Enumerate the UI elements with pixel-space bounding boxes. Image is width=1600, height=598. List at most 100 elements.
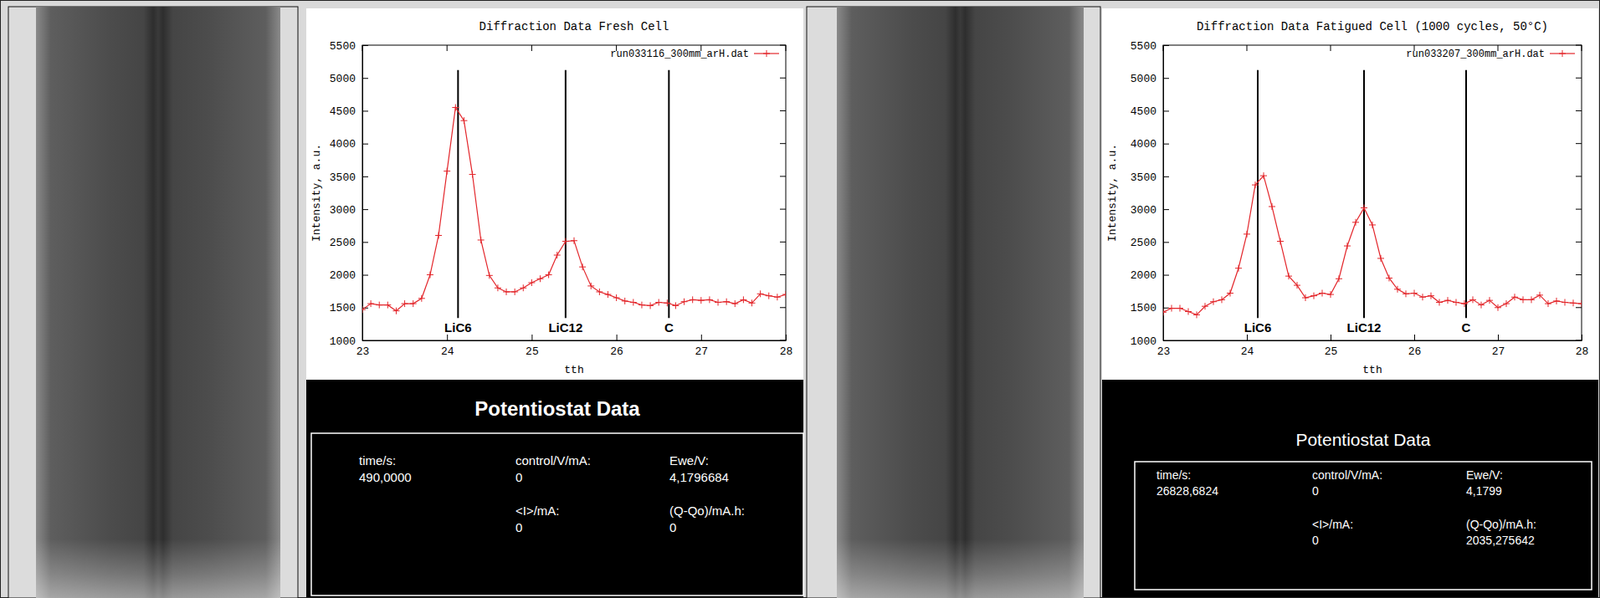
axis-title: tth — [564, 364, 584, 377]
tick-label: 2000 — [329, 269, 356, 283]
tick-mark — [779, 110, 786, 112]
data-point — [426, 271, 434, 279]
chart: Diffraction Data Fresh Cell2324252627281… — [310, 20, 793, 377]
tick: 27 — [1492, 334, 1506, 359]
annotation-label: C — [664, 320, 674, 335]
tick-label: 4000 — [1130, 138, 1157, 151]
tick-mark — [701, 334, 703, 341]
data-point — [604, 291, 611, 298]
tick: 26 — [610, 334, 624, 359]
data-point — [731, 300, 739, 308]
annotation-label: LiC12 — [1347, 320, 1382, 335]
data-point — [401, 300, 409, 308]
tick-mark — [779, 274, 786, 276]
potentiostat-panel — [306, 379, 804, 598]
data-line — [1163, 175, 1582, 315]
reference-line — [1465, 70, 1467, 319]
plot-area — [1163, 70, 1582, 319]
data-point — [1285, 272, 1293, 280]
data-point — [1360, 205, 1368, 212]
tick-mark — [1330, 334, 1332, 341]
field-label: time/s: — [1156, 468, 1191, 483]
tick-label: 5500 — [1130, 40, 1157, 53]
tick-label: 28 — [779, 345, 794, 359]
data-point — [1235, 265, 1242, 272]
data-point — [469, 171, 477, 179]
tick-mark — [362, 143, 369, 145]
data-point — [697, 297, 705, 304]
data-point — [1327, 291, 1334, 298]
data-point — [477, 236, 485, 244]
tick-mark — [1246, 334, 1248, 341]
tick-mark — [362, 275, 369, 277]
tick-label: 24 — [1241, 345, 1255, 359]
data-point — [1502, 300, 1510, 308]
field-label: time/s: — [358, 453, 396, 468]
tick: 25 — [1324, 334, 1339, 359]
background — [0, 0, 1600, 598]
data-point — [1369, 221, 1376, 229]
data-point — [1201, 302, 1209, 310]
data-point — [1218, 296, 1226, 303]
tick-mark — [779, 307, 786, 308]
data-point — [1402, 290, 1410, 298]
tick-mark — [779, 143, 786, 144]
data-point — [537, 275, 544, 283]
tick-label: 3000 — [1130, 204, 1157, 217]
field-value: 0 — [515, 470, 523, 485]
tick: 24 — [441, 334, 455, 359]
tick-mark — [362, 241, 369, 243]
data-point — [646, 302, 654, 309]
data-point — [418, 295, 426, 303]
data-point — [1553, 297, 1560, 305]
tick-label: 2500 — [1130, 236, 1157, 250]
legend-marker — [1558, 50, 1566, 57]
legend: run033116_300mm_arH.dat — [610, 48, 780, 61]
tick-mark — [446, 334, 448, 341]
legend: run033207_300mm_arH.dat — [1405, 48, 1575, 61]
data-point — [681, 298, 688, 306]
data-point — [1193, 311, 1200, 318]
tick-mark — [1163, 110, 1170, 112]
data-point — [1519, 296, 1527, 303]
data-point — [1427, 292, 1435, 300]
tick-label: 4500 — [329, 105, 356, 118]
plot-frame — [1163, 45, 1582, 341]
data-point — [1226, 290, 1234, 298]
data-point — [723, 298, 730, 306]
data-point — [1251, 181, 1259, 189]
data-point — [1243, 230, 1251, 238]
tick-label: 3500 — [329, 171, 356, 185]
legend-marker — [763, 50, 770, 57]
data-point — [1511, 293, 1518, 301]
data-point — [392, 307, 400, 315]
data-point — [1444, 297, 1452, 304]
data-point — [1184, 307, 1192, 315]
reference-line — [1256, 70, 1259, 319]
x-axis: 232425262728 — [356, 334, 794, 359]
annotation-label: C — [1461, 320, 1472, 335]
tick-label: 23 — [1157, 345, 1171, 359]
data-point — [1569, 299, 1577, 307]
data-point — [1469, 296, 1477, 303]
tick-label: 1500 — [1130, 302, 1157, 315]
data-point — [748, 299, 756, 307]
data-point — [367, 300, 375, 308]
tick-label: 27 — [694, 345, 708, 359]
data-point — [655, 299, 662, 307]
tick-mark — [779, 175, 786, 177]
tick-mark — [1330, 45, 1332, 52]
tick-label: 1500 — [329, 302, 356, 315]
data-point — [757, 290, 765, 298]
tick-mark — [531, 45, 533, 52]
field-label: <I>/mA: — [515, 503, 560, 518]
tick-label: 5000 — [329, 72, 356, 86]
field-value: 490,0000 — [358, 470, 412, 485]
tick-label: 5000 — [1130, 72, 1157, 86]
tick-mark — [1163, 307, 1170, 309]
tick-mark — [1497, 334, 1499, 341]
data-point — [1176, 305, 1184, 313]
tick-label: 1000 — [329, 335, 356, 349]
data-point — [502, 288, 510, 296]
data-point — [435, 231, 442, 239]
